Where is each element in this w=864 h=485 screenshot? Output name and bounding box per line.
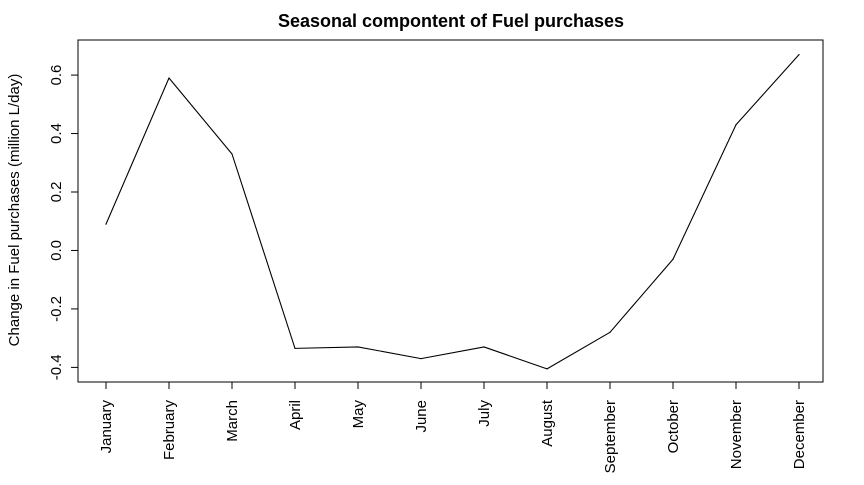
plot-frame: [77, 39, 824, 383]
y-tick-label: -0.4: [48, 354, 65, 380]
y-axis-label: Change in Fuel purchases (million L/day): [6, 74, 23, 347]
chart-title: Seasonal compontent of Fuel purchases: [278, 11, 624, 31]
y-tick-label: 0.4: [48, 123, 65, 144]
data-point: [672, 258, 674, 260]
data-point: [609, 331, 611, 333]
y-tick-label: 0.6: [48, 65, 65, 86]
x-axis: January February March April May June July Augu…: [98, 381, 808, 473]
y-tick-label: 0.0: [48, 240, 65, 261]
x-tick-label: May: [350, 400, 367, 429]
x-tick-label: June: [413, 400, 430, 433]
series-layer: [105, 54, 800, 370]
x-tick-label: January: [98, 400, 115, 454]
y-axis: -0.4 -0.2 0.0 0.2 0.4 0.6: [48, 65, 79, 380]
data-point: [546, 368, 548, 370]
x-tick-label: August: [539, 399, 556, 447]
data-point: [357, 346, 359, 348]
x-tick-label: December: [791, 400, 808, 469]
x-tick-label: April: [287, 400, 304, 430]
x-tick-label: November: [728, 400, 745, 469]
data-point: [798, 54, 800, 56]
data-point: [231, 153, 233, 155]
data-point: [483, 346, 485, 348]
data-point: [294, 347, 296, 349]
data-point: [168, 77, 170, 79]
data-point: [105, 223, 107, 225]
data-point: [420, 358, 422, 360]
y-tick-label: 0.2: [48, 182, 65, 203]
y-tick-label: -0.2: [48, 296, 65, 322]
data-point: [735, 124, 737, 126]
x-tick-label: October: [665, 400, 682, 453]
x-tick-label: February: [161, 400, 178, 461]
series-line: [105, 54, 800, 370]
x-tick-label: July: [476, 400, 493, 427]
x-tick-label: September: [602, 400, 619, 473]
x-tick-label: March: [224, 400, 241, 442]
